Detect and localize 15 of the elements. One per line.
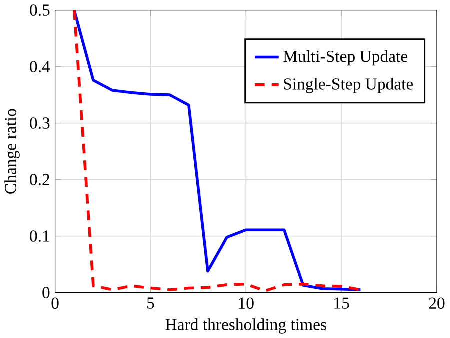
- x-tick-label: 10: [239, 297, 254, 309]
- y-tick-label: 0.2: [30, 174, 50, 186]
- legend-label: Single-Step Update: [284, 78, 414, 94]
- y-axis-title: Change ratio: [4, 108, 20, 194]
- y-tick-label: 0.4: [30, 60, 50, 72]
- y-tick-label: 0: [42, 286, 50, 298]
- x-tick-label: 5: [148, 297, 154, 309]
- legend-label: Multi-Step Update: [284, 50, 408, 66]
- y-tick-label: 0.1: [30, 230, 50, 242]
- x-tick-label: 20: [429, 297, 445, 309]
- x-axis-title: Hard thresholding times: [166, 318, 326, 334]
- x-tick-label: 0: [52, 297, 59, 309]
- y-tick-label: 0.3: [30, 117, 50, 129]
- y-tick-label: 0.5: [30, 4, 50, 16]
- x-tick-label: 15: [334, 297, 350, 309]
